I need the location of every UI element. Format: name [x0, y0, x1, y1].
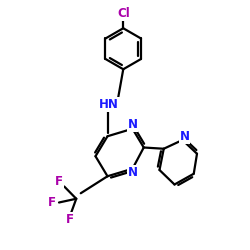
Text: N: N [180, 130, 190, 143]
Text: N: N [128, 166, 138, 179]
Text: F: F [48, 196, 56, 209]
Text: N: N [128, 118, 138, 131]
Text: F: F [55, 175, 63, 188]
Text: HN: HN [99, 98, 119, 111]
Text: Cl: Cl [117, 7, 130, 20]
Text: F: F [66, 213, 74, 226]
